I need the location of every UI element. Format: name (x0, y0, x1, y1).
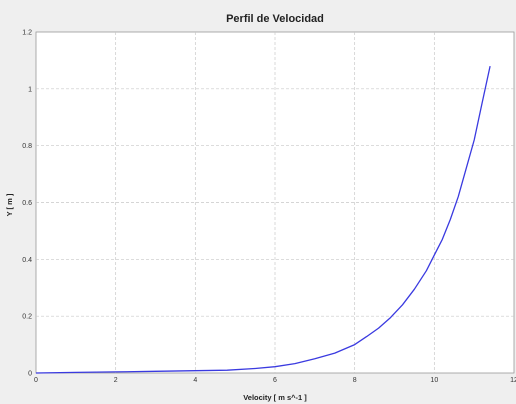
x-tick-label: 12 (510, 377, 516, 384)
x-tick-label: 8 (353, 377, 357, 384)
series-layer (35, 65, 491, 374)
series-line (35, 65, 491, 374)
grid-lines (36, 32, 514, 373)
y-tick-label: 1.2 (22, 30, 32, 37)
x-tick-label: 0 (34, 377, 38, 384)
x-tick-label: 10 (430, 377, 438, 384)
x-tick-label: 4 (193, 377, 197, 384)
x-tick-label: 6 (273, 377, 277, 384)
y-tick-label: 0 (28, 371, 32, 378)
x-axis-label: Velocity [ m s^-1 ] (243, 393, 307, 402)
x-tick-label: 2 (114, 377, 118, 384)
y-tick-label: 0.4 (22, 257, 32, 264)
chart-title: Perfil de Velocidad (226, 13, 324, 25)
y-tick-label: 0.6 (22, 200, 32, 207)
tick-labels: 0 2 4 6 8 10 12 0 0.2 0.4 0.6 0.8 1 1.2 (22, 30, 516, 385)
y-tick-label: 0.8 (22, 143, 32, 150)
y-tick-label: 0.2 (22, 314, 32, 321)
y-tick-label: 1 (28, 86, 32, 93)
y-axis-label: Y [ m ] (5, 193, 14, 216)
